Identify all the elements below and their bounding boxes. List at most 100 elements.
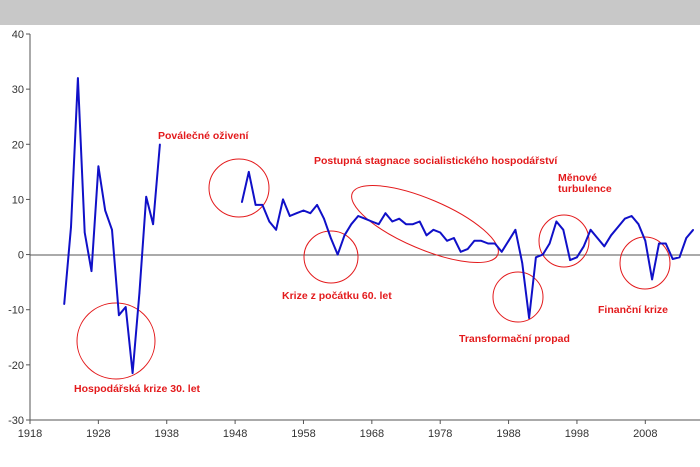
data-point [268,220,271,223]
data-point [692,229,694,231]
data-point [425,234,428,237]
y-ticks: 40 30 20 10 0 -10 -20 -30 [8,29,30,427]
annotation-currency-line2: turbulence [558,183,612,195]
data-point [596,237,599,239]
x-tick-label: 1998 [565,428,589,440]
data-point [159,143,161,146]
series-lines [63,77,694,375]
y-tick-label: 0 [18,250,24,262]
data-point [583,245,585,248]
circle-socialist-stagnation [351,184,499,264]
data-point [644,240,647,242]
x-tick-label: 1978 [428,428,452,440]
data-point [678,256,681,259]
chart-area: 40 30 20 10 0 -10 -20 -30 1918 1928 1938 1948 1958 1… [0,25,700,467]
x-tick-label: 1958 [291,428,315,440]
data-point [617,226,619,228]
data-point [555,220,558,223]
data-point [418,220,421,223]
x-tick-label: 1988 [496,428,520,440]
data-point [671,258,674,260]
data-point [562,229,565,231]
data-point [494,242,496,245]
data-point [439,231,442,234]
data-point [658,242,660,245]
data-point [507,240,510,242]
data-point [138,292,141,295]
data-point [412,223,414,225]
circle-transformation [492,271,544,323]
data-point [350,223,353,225]
x-ticks: 1918 1928 1938 1948 1958 1968 1978 1988 1998 2008 [18,420,658,440]
data-point [282,198,284,201]
data-point [405,223,407,225]
data-point [514,229,517,231]
data-point [569,259,571,261]
y-tick-label: 40 [12,29,24,41]
data-point [70,226,72,228]
data-point [364,217,366,220]
data-point [446,240,448,242]
data-point [124,306,127,308]
data-point [316,204,318,206]
data-point [90,270,93,272]
annotation-1930s-crisis: Hospodářská krize 30. let [74,383,201,395]
y-tick-label: -20 [8,360,24,372]
y-tick-label: -30 [8,415,24,427]
data-point [377,223,380,225]
annotations: Poválečné oživení Postupná stagnace soci… [74,130,668,395]
y-tick-label: 10 [12,194,24,206]
data-point [152,223,154,225]
data-point [289,215,291,217]
data-point [432,229,435,231]
data-point [336,253,339,256]
data-point [624,217,626,220]
y-tick-label: -10 [8,305,24,317]
data-point [548,242,551,245]
x-tick-label: 1928 [86,428,110,440]
data-point [384,212,387,214]
data-point [665,242,667,245]
data-point [104,209,106,212]
data-point [323,217,325,220]
data-point [630,215,633,217]
data-point [248,171,250,173]
data-point [261,204,264,206]
data-point [466,248,469,250]
data-point [473,240,476,242]
data-point [528,317,530,319]
data-point [330,237,332,239]
data-point [453,237,455,239]
circle-postwar-recovery [208,158,270,218]
data-point [651,278,653,281]
data-point [241,201,243,203]
data-point [542,253,544,256]
data-point [131,372,134,374]
data-point [302,209,305,212]
annotation-socialist-stagnation: Postupná stagnace socialistického hospod… [314,155,558,167]
data-point [398,217,401,220]
data-point [63,303,65,306]
x-tick-label: 1938 [154,428,178,440]
circle-currency-turbulence [538,214,590,268]
circle-financial-crisis [619,236,671,290]
data-point [480,240,483,242]
data-point [576,256,578,259]
annotation-postwar-recovery: Poválečné oživení [158,130,250,142]
data-point [603,245,606,248]
data-point [357,215,360,217]
data-point [295,212,298,214]
data-point [118,314,120,317]
data-point [275,229,277,231]
data-point [521,262,523,264]
annotation-1960s-crisis: Krize z počátku 60. let [282,290,392,302]
data-point [371,220,373,223]
data-point [637,223,640,225]
annotation-transformation: Transformační propad [459,333,570,345]
data-point [459,251,462,253]
x-tick-label: 1948 [223,428,247,440]
x-tick-label: 1968 [360,428,384,440]
data-point [309,212,312,214]
x-tick-label: 2008 [633,428,657,440]
